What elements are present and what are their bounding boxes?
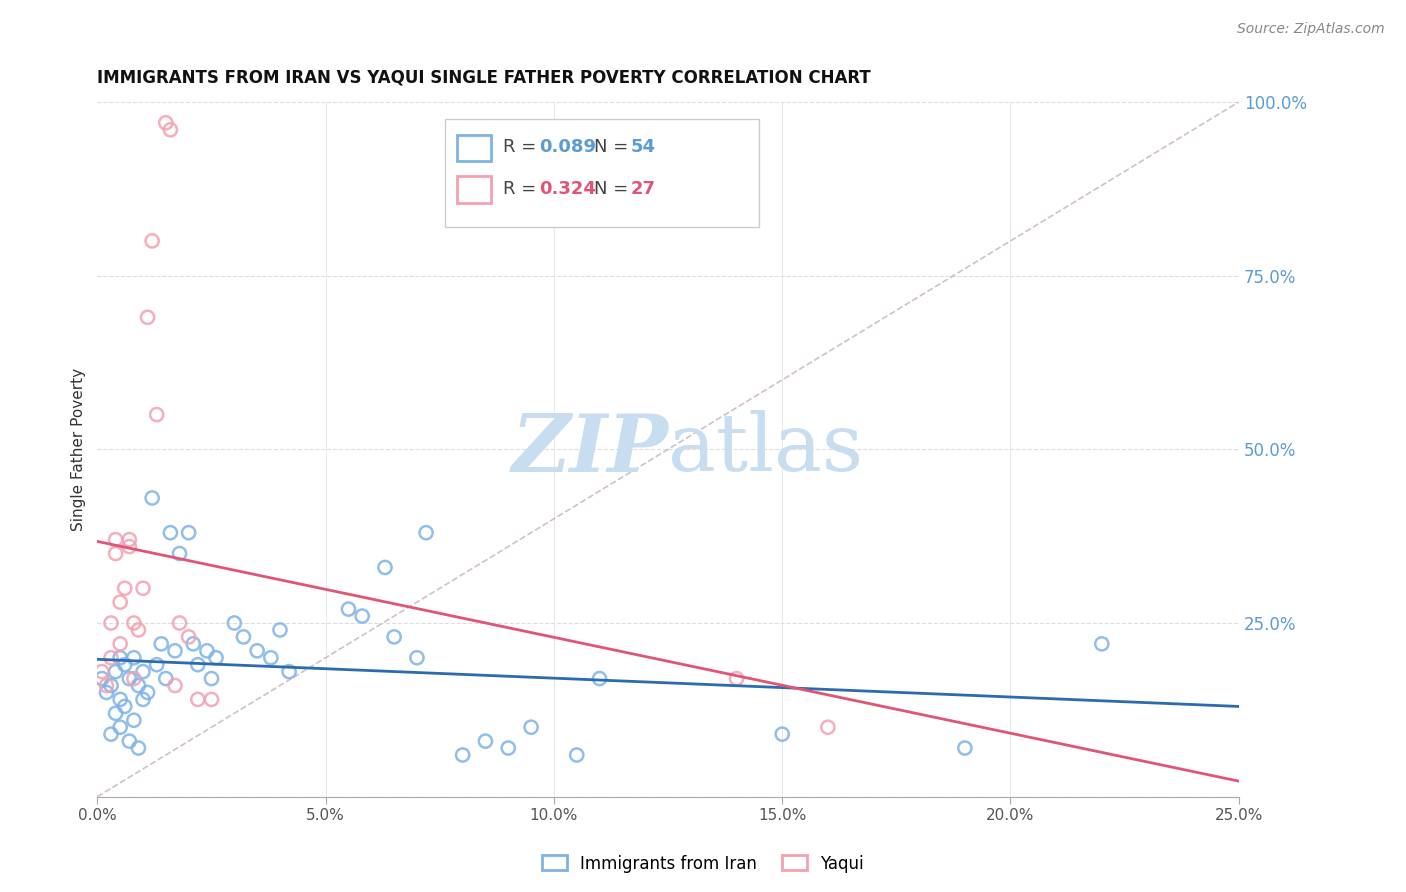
Point <box>232 630 254 644</box>
Point <box>145 408 167 422</box>
Point <box>953 741 976 756</box>
Point <box>474 734 496 748</box>
Point <box>118 672 141 686</box>
Point <box>725 672 748 686</box>
Point <box>155 116 177 130</box>
Point <box>406 650 429 665</box>
Point <box>1091 637 1114 651</box>
Point <box>108 595 131 609</box>
Point <box>260 650 283 665</box>
Point <box>104 665 127 679</box>
Point <box>588 672 610 686</box>
Point <box>169 615 191 630</box>
Point <box>127 741 149 756</box>
Point <box>108 637 131 651</box>
Point <box>181 637 204 651</box>
Point <box>132 665 155 679</box>
Point <box>155 672 177 686</box>
Point <box>187 692 209 706</box>
Point <box>246 644 269 658</box>
Point <box>496 741 519 756</box>
Point <box>90 665 112 679</box>
Legend: Immigrants from Iran, Yaqui: Immigrants from Iran, Yaqui <box>536 848 870 880</box>
Text: N =: N = <box>593 138 634 156</box>
Point <box>352 609 374 624</box>
Point <box>565 747 588 762</box>
Point <box>224 615 246 630</box>
Point <box>122 713 145 727</box>
Text: Source: ZipAtlas.com: Source: ZipAtlas.com <box>1237 22 1385 37</box>
Point <box>159 525 181 540</box>
Point <box>118 533 141 547</box>
Point <box>177 525 200 540</box>
Point <box>104 547 127 561</box>
Point <box>100 679 122 693</box>
Text: R =: R = <box>502 138 541 156</box>
Point <box>200 672 222 686</box>
Point <box>108 692 131 706</box>
Point <box>269 623 291 637</box>
Point <box>108 650 131 665</box>
Point <box>122 672 145 686</box>
Point <box>114 657 136 672</box>
Point <box>100 615 122 630</box>
Point <box>118 540 141 554</box>
Point <box>374 560 396 574</box>
Point <box>382 630 405 644</box>
Point <box>770 727 793 741</box>
Point <box>451 747 474 762</box>
Text: 27: 27 <box>630 180 655 198</box>
Point <box>177 630 200 644</box>
Point <box>132 692 155 706</box>
Point <box>163 644 186 658</box>
Point <box>132 581 155 595</box>
Point <box>127 679 149 693</box>
Text: 0.324: 0.324 <box>538 180 596 198</box>
Text: N =: N = <box>593 180 634 198</box>
Text: 54: 54 <box>630 138 655 156</box>
Point <box>114 581 136 595</box>
Text: atlas: atlas <box>668 410 863 488</box>
Point <box>169 547 191 561</box>
Point <box>122 615 145 630</box>
Point <box>100 727 122 741</box>
Point <box>104 533 127 547</box>
Point <box>520 720 543 734</box>
Point <box>159 122 181 136</box>
Point <box>205 650 228 665</box>
Point <box>145 657 167 672</box>
Point <box>141 234 163 248</box>
Point <box>96 685 118 699</box>
Point <box>108 720 131 734</box>
Text: IMMIGRANTS FROM IRAN VS YAQUI SINGLE FATHER POVERTY CORRELATION CHART: IMMIGRANTS FROM IRAN VS YAQUI SINGLE FAT… <box>97 69 872 87</box>
Point <box>104 706 127 721</box>
Point <box>90 672 112 686</box>
Point <box>118 734 141 748</box>
Point <box>127 623 149 637</box>
Point <box>278 665 301 679</box>
FancyBboxPatch shape <box>446 120 759 227</box>
Point <box>150 637 173 651</box>
Point <box>195 644 218 658</box>
Point <box>136 310 159 325</box>
Point <box>96 679 118 693</box>
Point <box>136 685 159 699</box>
Point <box>200 692 222 706</box>
Point <box>122 650 145 665</box>
Point <box>817 720 839 734</box>
Point <box>100 650 122 665</box>
Point <box>337 602 360 616</box>
Point <box>163 679 186 693</box>
Y-axis label: Single Father Poverty: Single Father Poverty <box>72 368 86 531</box>
Point <box>187 657 209 672</box>
Text: R =: R = <box>502 180 541 198</box>
Text: ZIP: ZIP <box>512 410 668 488</box>
Point <box>114 699 136 714</box>
Text: 0.089: 0.089 <box>538 138 596 156</box>
Point <box>141 491 163 505</box>
Point <box>415 525 437 540</box>
